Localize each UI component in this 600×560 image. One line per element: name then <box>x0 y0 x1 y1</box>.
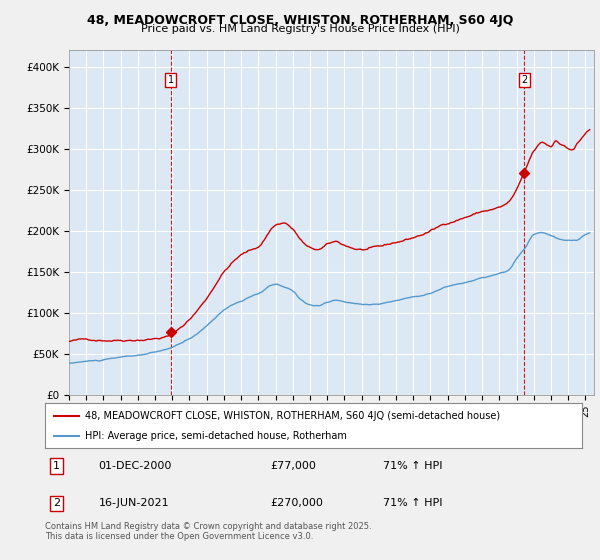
Text: 1: 1 <box>168 75 174 85</box>
Text: 71% ↑ HPI: 71% ↑ HPI <box>383 461 443 471</box>
Text: Price paid vs. HM Land Registry's House Price Index (HPI): Price paid vs. HM Land Registry's House … <box>140 24 460 34</box>
Text: 1: 1 <box>53 461 60 471</box>
Text: 01-DEC-2000: 01-DEC-2000 <box>98 461 172 471</box>
Text: 2: 2 <box>53 498 60 508</box>
Text: £77,000: £77,000 <box>271 461 316 471</box>
Text: 48, MEADOWCROFT CLOSE, WHISTON, ROTHERHAM, S60 4JQ: 48, MEADOWCROFT CLOSE, WHISTON, ROTHERHA… <box>87 14 513 27</box>
Text: 71% ↑ HPI: 71% ↑ HPI <box>383 498 443 508</box>
Text: £270,000: £270,000 <box>271 498 323 508</box>
Text: Contains HM Land Registry data © Crown copyright and database right 2025.
This d: Contains HM Land Registry data © Crown c… <box>45 522 371 542</box>
Text: 16-JUN-2021: 16-JUN-2021 <box>98 498 169 508</box>
Text: HPI: Average price, semi-detached house, Rotherham: HPI: Average price, semi-detached house,… <box>85 431 347 441</box>
Text: 48, MEADOWCROFT CLOSE, WHISTON, ROTHERHAM, S60 4JQ (semi-detached house): 48, MEADOWCROFT CLOSE, WHISTON, ROTHERHA… <box>85 410 500 421</box>
Text: 2: 2 <box>521 75 527 85</box>
